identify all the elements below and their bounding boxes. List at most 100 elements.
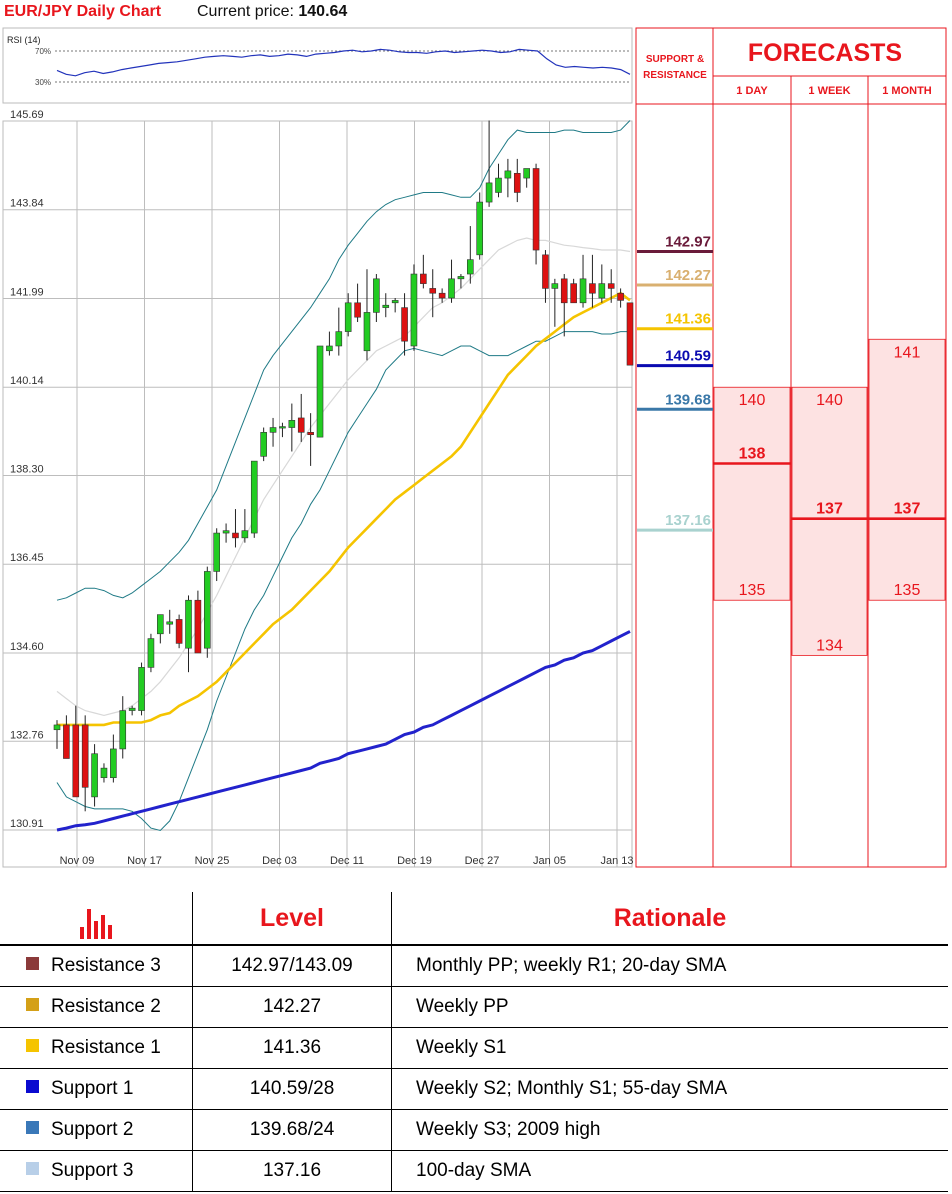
- x-tick-label: Jan 05: [533, 855, 566, 867]
- level-color-swatch: [26, 998, 39, 1012]
- table-row: Resistance 2 142.27 Weekly PP: [0, 986, 948, 1028]
- candle-body: [260, 432, 267, 457]
- candle: [420, 254, 427, 289]
- level-name: Resistance 1: [51, 1037, 161, 1058]
- candle-body: [560, 278, 568, 304]
- candle: [232, 509, 239, 548]
- bollinger-lower-line: [56, 331, 630, 832]
- candle: [194, 590, 202, 654]
- candle: [138, 662, 145, 716]
- sr-level-label: 139.68: [665, 391, 711, 408]
- candle-body: [203, 571, 211, 649]
- sma100-line: [56, 630, 631, 832]
- candle: [279, 422, 286, 438]
- candle: [438, 288, 446, 303]
- candle: [373, 274, 380, 322]
- candle-body: [542, 254, 549, 289]
- level-name-cell: Support 1: [0, 1068, 193, 1110]
- candle-body: [213, 532, 220, 572]
- candle: [185, 595, 192, 673]
- candle-body: [354, 302, 361, 318]
- level-name-cell: Support 3: [0, 1150, 193, 1192]
- candle: [203, 566, 211, 658]
- forecasts-title: FORECASTS: [748, 39, 902, 67]
- candle: [626, 302, 634, 366]
- candle: [119, 696, 127, 759]
- candle: [457, 274, 465, 289]
- candle: [589, 254, 596, 308]
- candle-body: [429, 288, 437, 294]
- level-rationale: Monthly PP; weekly R1; 20-day SMA: [391, 945, 948, 987]
- sr-level-label: 140.59: [665, 348, 711, 365]
- candle-body: [373, 278, 380, 313]
- rsi-level-30: 30%: [35, 78, 51, 87]
- candle: [579, 254, 587, 308]
- y-tick-label: 138.30: [10, 464, 44, 476]
- forecast-low: 134: [816, 637, 843, 654]
- level-name-cell: Resistance 1: [0, 1027, 193, 1069]
- y-tick-label: 134.60: [10, 641, 44, 653]
- x-tick-label: Dec 03: [262, 855, 297, 867]
- level-rationale: 100-day SMA: [391, 1150, 948, 1192]
- level-name: Resistance 2: [51, 996, 161, 1017]
- candle: [354, 283, 361, 322]
- level-name-cell: Resistance 3: [0, 945, 193, 987]
- bar-chart-icon-cell: [0, 892, 193, 946]
- candle-body: [617, 292, 624, 301]
- candle: [532, 163, 540, 265]
- candle-body: [307, 432, 314, 436]
- candle: [269, 417, 277, 447]
- candle: [513, 158, 521, 203]
- candle-body: [335, 331, 343, 347]
- table-row: Support 1 140.59/28 Weekly S2; Monthly S1;…: [0, 1068, 948, 1110]
- candle-body: [119, 710, 127, 750]
- level-value: 137.16: [192, 1150, 392, 1192]
- candle: [100, 763, 108, 783]
- candle: [476, 192, 484, 260]
- candle: [72, 705, 80, 798]
- table-row: Resistance 1 141.36 Weekly S1: [0, 1027, 948, 1069]
- candle-body: [495, 177, 502, 193]
- candle: [607, 269, 615, 303]
- forecast-col-label: 1 MONTH: [882, 85, 932, 97]
- candle-body: [504, 170, 512, 179]
- candle: [598, 264, 606, 303]
- level-color-swatch: [26, 1080, 39, 1094]
- candle: [485, 120, 493, 207]
- level-name: Support 3: [51, 1160, 134, 1181]
- candle: [166, 609, 174, 634]
- candle-body: [344, 302, 352, 332]
- candle: [297, 393, 305, 442]
- current-price: Current price: 140.64: [197, 3, 347, 21]
- candle-body: [448, 278, 455, 299]
- forecast-col-label: 1 DAY: [736, 85, 768, 97]
- chart-area: RSI (14) 70% 30% 145.69 143.84 141.99 140.14 13…: [2, 27, 947, 868]
- candle-body: [222, 530, 230, 534]
- y-tick-label: 141.99: [10, 286, 44, 298]
- candle: [288, 403, 296, 452]
- candle: [570, 278, 577, 304]
- candle: [326, 331, 333, 356]
- candle: [448, 259, 455, 303]
- x-tick-label: Nov 09: [60, 855, 95, 867]
- x-tick-label: Nov 25: [195, 855, 230, 867]
- candle-body: [551, 283, 559, 289]
- candle-body: [297, 417, 305, 433]
- candle: [363, 269, 371, 361]
- candle: [157, 614, 164, 644]
- rsi-panel: [2, 27, 633, 104]
- candle: [147, 633, 155, 673]
- candle: [81, 715, 89, 812]
- level-name: Support 2: [51, 1119, 134, 1140]
- candle-body: [100, 767, 108, 779]
- rationale-header: Rationale: [391, 892, 948, 946]
- sr-heading-line1: SUPPORT &: [646, 54, 704, 65]
- candle-body: [241, 530, 249, 539]
- forecast-mid: 137: [894, 501, 921, 518]
- x-tick-label: Dec 27: [465, 855, 500, 867]
- price-value: 140.64: [298, 3, 348, 20]
- level-value: 141.36: [192, 1027, 392, 1069]
- table-row: Resistance 3 142.97/143.09 Monthly PP; wee…: [0, 945, 948, 987]
- candle-body: [513, 172, 521, 193]
- table-header-row: Level Rationale: [0, 892, 948, 946]
